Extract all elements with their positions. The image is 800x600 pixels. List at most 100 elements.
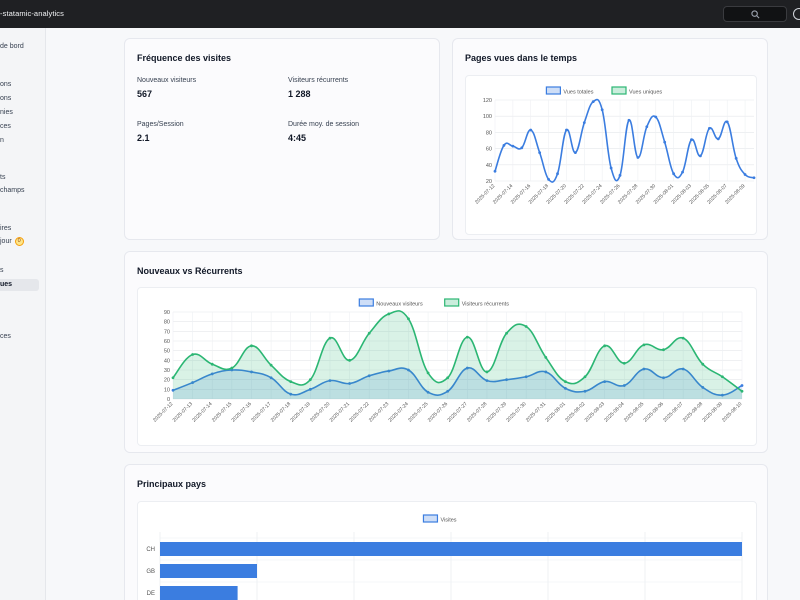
- sidebar-item-8[interactable]: ires: [0, 223, 11, 235]
- y-tick-label: 60: [164, 339, 170, 345]
- x-tick-label: 2025-08-10: [721, 401, 743, 423]
- data-point: [720, 375, 724, 379]
- data-point: [328, 379, 332, 383]
- stat-label: Visiteurs récurrents: [288, 77, 349, 84]
- data-point: [565, 128, 568, 132]
- card-title: Nouveaux vs Récurrents: [137, 266, 243, 276]
- search-icon: [751, 10, 760, 19]
- sidebar-item-analytics[interactable]: ues: [0, 279, 39, 291]
- app-title[interactable]: -statamic-analytics: [0, 9, 64, 18]
- sidebar-item-12[interactable]: ces: [0, 331, 11, 343]
- pageviews-card: Pages vues dans le temps Vues totales Vue…: [452, 38, 768, 240]
- data-point: [573, 151, 577, 155]
- y-tick-label: 80: [486, 130, 492, 136]
- sidebar-item-dashboard[interactable]: de bord: [0, 41, 24, 53]
- sidebar-item-2[interactable]: ons: [0, 93, 11, 105]
- stat-label: Durée moy. de session: [288, 121, 360, 128]
- data-point: [642, 343, 646, 347]
- y-tick-label: 30: [164, 368, 170, 374]
- data-point: [642, 367, 646, 371]
- user-avatar-icon[interactable]: [793, 8, 800, 20]
- legend-label: Vues uniques: [629, 90, 662, 96]
- card-title: Principaux pays: [137, 479, 207, 489]
- data-point: [367, 374, 371, 378]
- data-point: [603, 344, 607, 348]
- sidebar-item-7[interactable]: champs: [0, 185, 25, 197]
- y-tick-label: 60: [486, 147, 492, 153]
- data-point: [544, 370, 548, 374]
- sidebar-item-3[interactable]: nies: [0, 107, 13, 119]
- data-point: [600, 108, 604, 112]
- legend-swatch: [545, 86, 562, 95]
- data-point: [348, 382, 351, 385]
- data-point: [269, 376, 273, 380]
- sidebar-item-1[interactable]: ons: [0, 79, 11, 91]
- sidebar-item-label: s: [0, 267, 4, 274]
- search-button[interactable]: [723, 6, 787, 22]
- data-point: [734, 156, 738, 160]
- y-tick-label: 100: [483, 114, 492, 120]
- data-point: [493, 169, 497, 173]
- data-point: [387, 312, 391, 316]
- legend-swatch: [444, 298, 460, 307]
- series-area: [173, 310, 742, 399]
- y-tick-label: 50: [164, 349, 170, 355]
- data-point: [609, 166, 613, 170]
- category-label: CH: [146, 547, 155, 553]
- legend-swatch: [422, 514, 439, 523]
- sidebar-item-9[interactable]: jour 0: [0, 236, 24, 248]
- sidebar-item-4[interactable]: ces: [0, 121, 11, 133]
- data-point: [716, 137, 720, 141]
- sidebar-item-label: ons: [0, 95, 12, 102]
- series-line: [494, 98, 755, 183]
- data-point: [720, 393, 724, 397]
- data-point: [230, 366, 234, 370]
- new-vs-returning-chart-box: Nouveaux visiteurs Visiteurs récurrents 0 1…: [137, 287, 757, 446]
- data-point: [465, 366, 469, 370]
- legend-label: Nouveaux visiteurs: [376, 302, 423, 308]
- y-tick-label: 40: [486, 163, 492, 169]
- count-badge: 0: [14, 236, 24, 246]
- sidebar-item-label: ces: [0, 123, 11, 130]
- data-point: [387, 369, 391, 373]
- data-point: [544, 356, 548, 359]
- data-point: [426, 390, 430, 394]
- legend-label: Visites: [440, 518, 456, 524]
- y-tick-label: 20: [164, 378, 170, 384]
- pageviews-chart: Vues totales Vues uniques2040608010012020…: [474, 86, 756, 206]
- sidebar-item-10[interactable]: s: [0, 265, 4, 277]
- data-point: [191, 381, 195, 384]
- top-bar: -statamic-analytics: [0, 0, 800, 28]
- data-point: [485, 370, 489, 374]
- data-point: [308, 387, 312, 391]
- sidebar-item-5[interactable]: n: [0, 135, 4, 147]
- data-point: [407, 317, 410, 321]
- main-content: Fréquence des visites Nouveaux visiteurs…: [46, 28, 800, 600]
- data-point: [618, 173, 622, 177]
- data-point: [529, 128, 533, 132]
- data-point: [230, 368, 234, 372]
- data-point: [407, 368, 410, 372]
- top-countries-chart-box: VisitesCHGBDEFR: [137, 501, 757, 600]
- data-point: [681, 367, 685, 371]
- data-point: [743, 173, 747, 176]
- new-vs-returning-chart: Nouveaux visiteurs Visiteurs récurrents 0 1…: [152, 298, 744, 424]
- stat-label: Nouveaux visiteurs: [137, 77, 197, 84]
- data-point: [511, 144, 515, 148]
- data-point: [520, 146, 524, 150]
- bar: [160, 542, 742, 556]
- data-point: [348, 358, 351, 362]
- data-point: [547, 177, 550, 181]
- sidebar-item-6[interactable]: ts: [0, 172, 5, 184]
- data-point: [502, 143, 506, 147]
- data-point: [308, 378, 312, 382]
- data-point: [645, 125, 649, 129]
- stat-value: 1 288: [288, 89, 311, 99]
- card-title: Fréquence des visites: [137, 53, 232, 63]
- sidebar-item-label: ces: [0, 333, 11, 340]
- data-point: [446, 376, 450, 380]
- data-point: [662, 376, 665, 380]
- y-tick-label: 70: [164, 329, 170, 335]
- bar: [160, 586, 238, 600]
- data-point: [485, 379, 489, 383]
